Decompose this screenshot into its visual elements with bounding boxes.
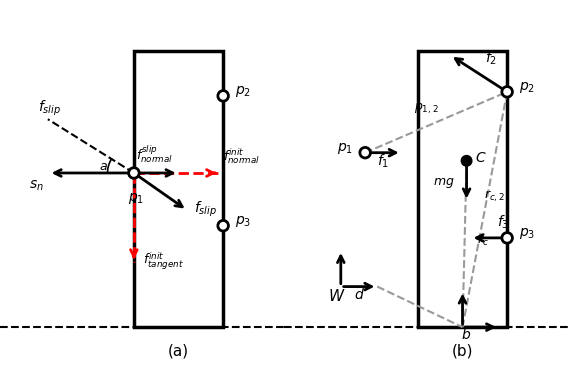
Text: $f_{slip}$: $f_{slip}$ <box>37 99 61 118</box>
Circle shape <box>218 91 228 101</box>
Text: $f_2$: $f_2$ <box>485 49 497 66</box>
Text: $b$: $b$ <box>461 327 471 342</box>
Text: $p_{1,2}$: $p_{1,2}$ <box>414 102 438 116</box>
Text: $r_c$: $r_c$ <box>477 234 488 248</box>
Text: $r_{c,2}$: $r_{c,2}$ <box>485 189 506 204</box>
Circle shape <box>502 87 512 97</box>
Text: $f_{slip}$: $f_{slip}$ <box>194 199 218 219</box>
Circle shape <box>218 220 228 231</box>
Text: $W$: $W$ <box>328 288 345 304</box>
Text: $mg$: $mg$ <box>433 176 454 190</box>
Circle shape <box>461 155 472 166</box>
Text: $f^{init}_{tangent}$: $f^{init}_{tangent}$ <box>143 251 183 272</box>
Text: $f_1$: $f_1$ <box>377 153 390 170</box>
Circle shape <box>360 147 370 158</box>
Text: $p_1$: $p_1$ <box>128 191 144 206</box>
Text: $f_3$: $f_3$ <box>497 214 509 231</box>
Text: (b): (b) <box>452 344 473 359</box>
Text: $p_2$: $p_2$ <box>235 84 250 99</box>
Bar <box>418 51 507 327</box>
Text: $a$: $a$ <box>99 160 108 173</box>
Circle shape <box>502 233 512 243</box>
Bar <box>134 51 223 327</box>
Text: $f^{init}_{normal}$: $f^{init}_{normal}$ <box>223 147 260 166</box>
Text: $p_3$: $p_3$ <box>519 227 534 241</box>
Circle shape <box>128 168 139 178</box>
Text: $p_2$: $p_2$ <box>519 80 534 95</box>
Text: $s_n$: $s_n$ <box>29 178 44 193</box>
Text: $p_3$: $p_3$ <box>235 214 250 229</box>
Text: $f^{slip}_{normal}$: $f^{slip}_{normal}$ <box>136 144 173 165</box>
Text: (a): (a) <box>168 344 189 359</box>
Text: $d$: $d$ <box>354 287 365 302</box>
Text: $p_1$: $p_1$ <box>337 141 353 156</box>
Text: $C$: $C$ <box>475 151 487 165</box>
